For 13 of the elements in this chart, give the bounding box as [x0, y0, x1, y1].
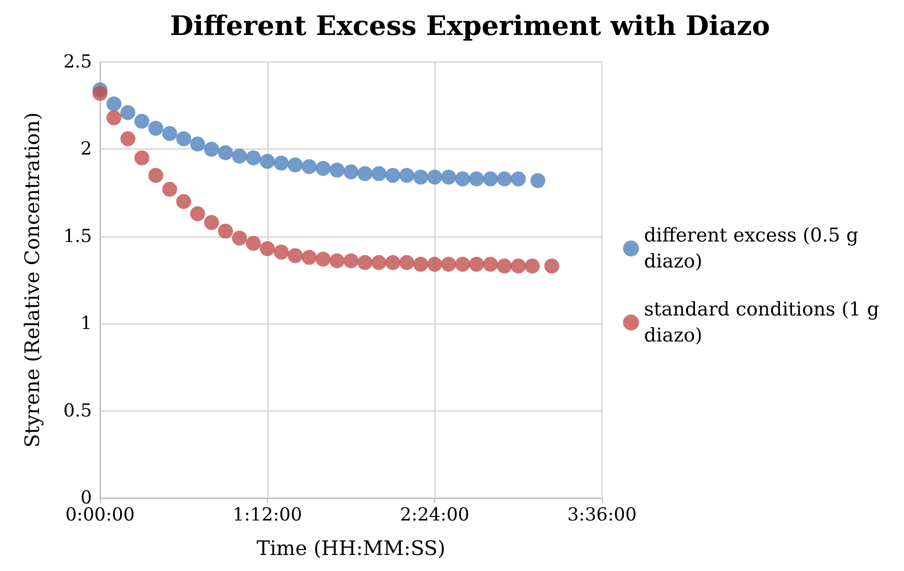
chart-title: Different Excess Experiment with Diazo	[170, 11, 770, 42]
y-tick-label: 0.5	[63, 400, 92, 422]
y-tick-label: 1	[80, 313, 92, 334]
y-tick-label: 2.5	[63, 52, 92, 72]
x-axis-title: Time (HH:MM:SS)	[256, 536, 446, 560]
y-tick-label: 2	[80, 138, 92, 160]
x-tick-label: 2:24:00	[400, 504, 470, 526]
x-tick-label: 3:36:00	[567, 504, 637, 526]
y-axis-title: Styrene (Relative Concentration)	[20, 112, 44, 448]
legend-label: different excess (0.5 g diazo)	[644, 224, 864, 272]
y-tick-label: 1.5	[63, 226, 92, 247]
x-tick-label: 1:12:00	[232, 504, 302, 526]
legend-label: standard conditions (1 g diazo)	[644, 298, 886, 346]
